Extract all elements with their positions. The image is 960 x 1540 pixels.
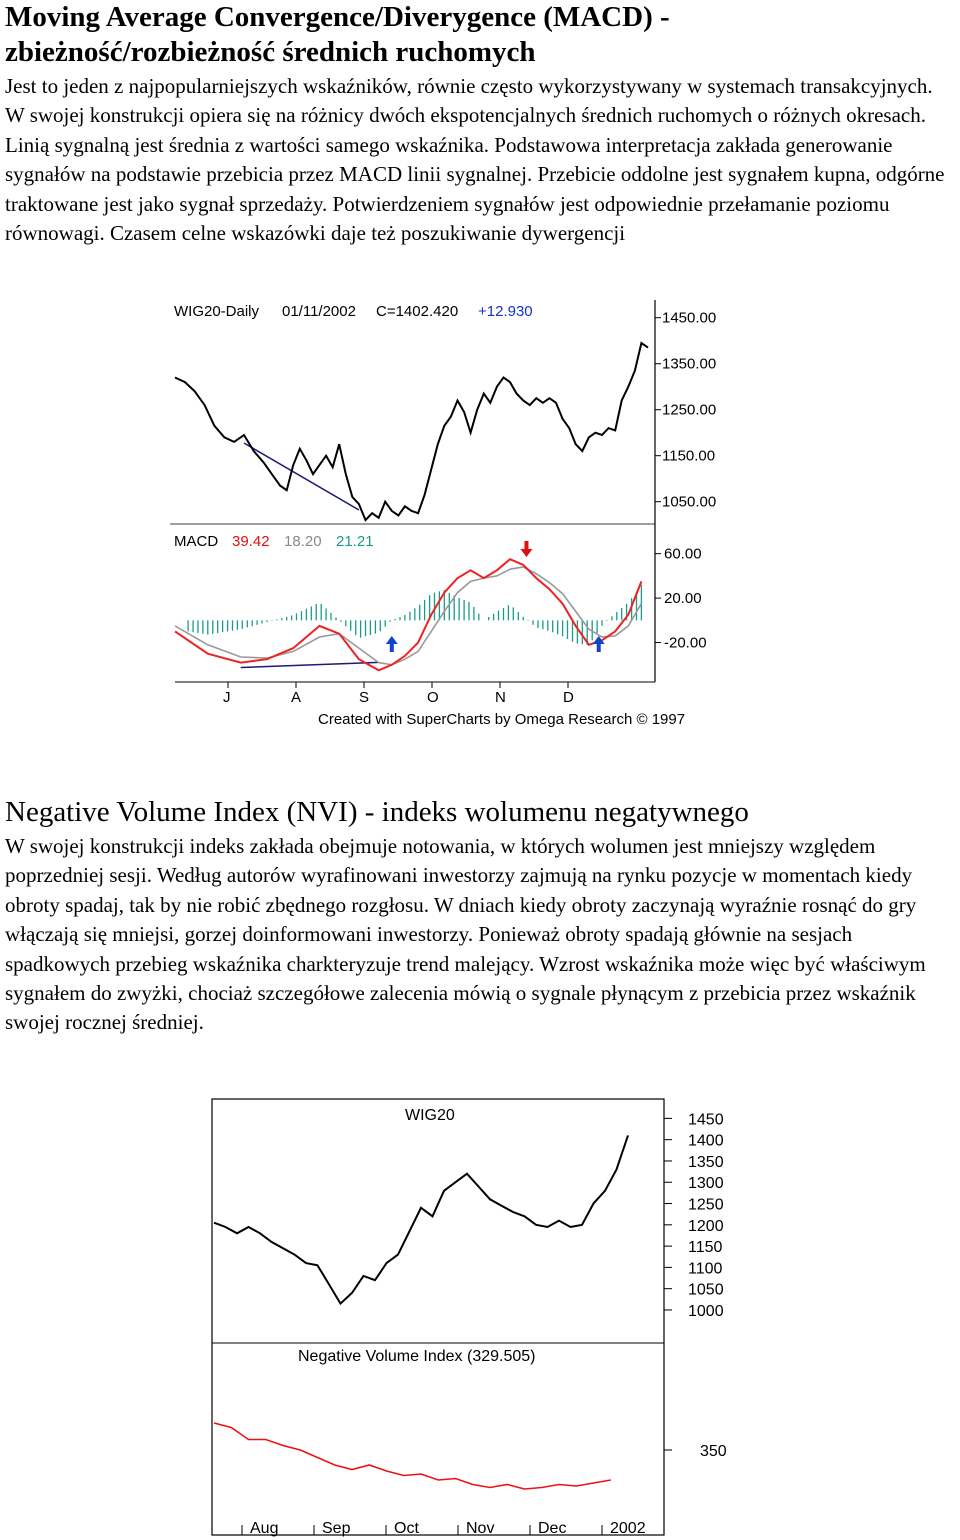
chart1-x-tick-label: J: [223, 689, 231, 706]
chart1-title-close: C=1402.420: [376, 303, 458, 320]
chart2-x-tick-label: Nov: [466, 1520, 494, 1537]
chart1-buy-arrow: [385, 636, 398, 652]
chart2-price-tick-label: 1450: [688, 1111, 724, 1128]
chart1-price-tick-label: 1150.00: [662, 448, 715, 465]
chart1-x-tick-label: N: [495, 689, 506, 706]
chart1-price-line: [174, 341, 649, 522]
chart1-buy-arrow: [592, 636, 605, 652]
chart1-x-tick-label: S: [359, 689, 369, 706]
macd-heading: Moving Average Convergence/Diverygence (…: [5, 0, 670, 70]
chart1-price-tick-label: 1450.00: [662, 310, 716, 327]
chart1-signal-value: 18.20: [284, 533, 322, 550]
chart1-macd-value: 39.42: [232, 533, 270, 550]
chart1-macd-tick-label: -20.00: [664, 635, 707, 652]
nvi-chart: WIG20 Negative Volume Index (329.505) 14…: [211, 1098, 727, 1537]
nvi-heading: Negative Volume Index (NVI) - indeks wol…: [5, 796, 749, 828]
chart2-nvi-tick-label: 350: [700, 1443, 727, 1460]
chart1-signal-line: [174, 566, 643, 666]
chart1-title-name: WIG20-Daily: [174, 303, 260, 320]
chart1-x-tick-label: A: [291, 689, 301, 706]
chart2-price-tick-label: 1300: [688, 1175, 724, 1192]
chart2-price-tick-label: 1350: [688, 1154, 724, 1171]
chart2-title: WIG20: [405, 1107, 455, 1124]
chart2-x-tick-label: 2002: [610, 1520, 646, 1537]
chart2-x-tick-label: Oct: [394, 1520, 419, 1537]
chart1-macd-line: [174, 558, 643, 672]
chart1-macd-trendline: [240, 661, 379, 669]
chart1-macd-label: MACD: [174, 533, 218, 550]
chart1-x-tick-label: O: [427, 689, 439, 706]
chart1-price-tick-label: 1050.00: [662, 494, 716, 511]
chart1-credit: Created with SuperCharts by Omega Resear…: [318, 711, 685, 728]
chart2-nvi-line: [213, 1422, 611, 1490]
chart2-nvi-label: Negative Volume Index (329.505): [298, 1348, 535, 1365]
chart2-frame: [211, 1098, 665, 1536]
chart1-price-tick-label: 1250.00: [662, 402, 716, 419]
macd-heading-line2: zbieżność/rozbieżność średnich ruchomych: [5, 36, 536, 68]
chart1-title-date: 01/11/2002: [282, 303, 356, 320]
macd-paragraph: Jest to jeden z najpopularniejszych wska…: [5, 74, 945, 246]
chart2-x-tick-label: Sep: [322, 1520, 351, 1537]
chart1-macd-tick-label: 60.00: [664, 546, 702, 563]
chart1-title-change: +12.930: [478, 303, 533, 320]
nvi-paragraph: W swojej konstrukcji indeks zakłada obej…: [5, 834, 926, 1035]
chart2-price-line: [213, 1135, 629, 1306]
chart1-price-tick-label: 1350.00: [662, 356, 716, 373]
chart2-price-tick-label: 1250: [688, 1197, 724, 1214]
chart2-price-tick-label: 1200: [688, 1218, 724, 1235]
chart1-macd-tick-label: 20.00: [664, 590, 702, 607]
chart2-price-tick-label: 1400: [688, 1133, 724, 1150]
macd-chart: WIG20-Daily 01/11/2002 C=1402.420 +12.93…: [170, 300, 716, 728]
chart2-x-tick-label: Dec: [538, 1520, 566, 1537]
chart2-price-tick-label: 1050: [688, 1282, 724, 1299]
macd-heading-line1: Moving Average Convergence/Diverygence (…: [5, 1, 670, 33]
chart2-price-tick-label: 1100: [688, 1260, 723, 1277]
chart1-histogram-value: 21.21: [336, 533, 374, 550]
chart2-price-tick-label: 1150: [688, 1239, 723, 1256]
chart1-sell-arrow: [520, 541, 533, 557]
chart2-price-tick-label: 1000: [688, 1303, 724, 1320]
chart1-x-tick-label: D: [563, 689, 574, 706]
chart2-x-tick-label: Aug: [250, 1520, 278, 1537]
chart1-price-trendline: [243, 442, 360, 511]
chart2-nvi-label-bg: [292, 1344, 578, 1366]
